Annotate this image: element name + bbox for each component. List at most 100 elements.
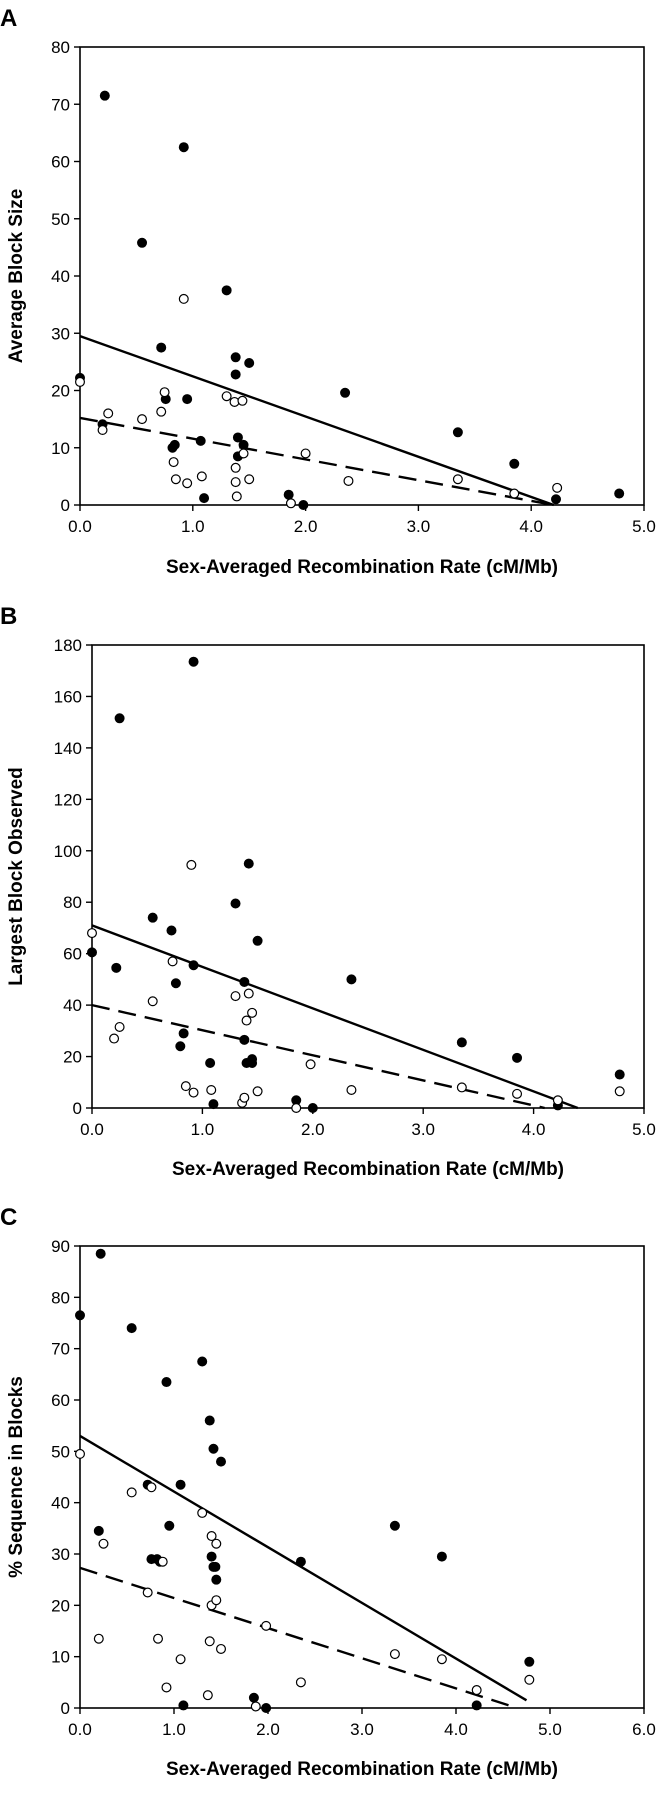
trend-line-solid xyxy=(79,334,555,507)
point-filled xyxy=(614,488,625,499)
point-open xyxy=(230,477,241,488)
point-open xyxy=(114,1021,125,1032)
x-tick-label: 5.0 xyxy=(632,1120,656,1139)
point-open xyxy=(346,1084,357,1095)
x-tick-label: 4.0 xyxy=(519,517,543,536)
point-filled xyxy=(74,1310,85,1321)
plot-frame xyxy=(91,644,645,1109)
point-open xyxy=(300,448,311,459)
y-tick-label: 40 xyxy=(63,996,82,1015)
y-tick-label: 160 xyxy=(54,687,82,706)
panel-letter-c: C xyxy=(0,1204,17,1231)
point-filled xyxy=(175,1041,186,1052)
trend-line-dashed xyxy=(79,1566,518,1710)
point-filled xyxy=(230,898,241,909)
x-tick-label: 3.0 xyxy=(407,517,431,536)
point-open xyxy=(180,1081,191,1092)
point-open xyxy=(211,1538,222,1549)
point-filled xyxy=(436,1551,447,1562)
point-open xyxy=(452,474,463,485)
point-filled xyxy=(307,1102,318,1113)
point-filled xyxy=(230,352,241,363)
point-open xyxy=(512,1088,523,1099)
y-tick-label: 60 xyxy=(63,945,82,964)
point-open xyxy=(93,1633,104,1644)
point-filled xyxy=(247,1057,258,1068)
point-filled xyxy=(452,427,463,438)
point-open xyxy=(204,1636,215,1647)
point-filled xyxy=(509,458,520,469)
y-tick-label: 80 xyxy=(51,38,70,57)
point-open xyxy=(157,1556,168,1567)
point-filled xyxy=(164,1520,175,1531)
point-open xyxy=(206,1084,217,1095)
point-open xyxy=(243,988,254,999)
y-tick-label: 20 xyxy=(51,382,70,401)
y-tick-label: 120 xyxy=(54,790,82,809)
x-tick-label: 3.0 xyxy=(411,1120,435,1139)
point-open xyxy=(182,478,193,489)
point-filled xyxy=(512,1052,523,1063)
point-filled xyxy=(551,494,562,505)
point-filled xyxy=(182,394,193,405)
point-filled xyxy=(230,369,241,380)
y-tick-label: 90 xyxy=(51,1237,70,1256)
point-filled xyxy=(208,1099,219,1110)
trend-line-solid xyxy=(79,1434,528,1702)
y-tick-label: 40 xyxy=(51,267,70,286)
point-open xyxy=(471,1685,482,1696)
point-open xyxy=(175,1654,186,1665)
y-tick-label: 80 xyxy=(51,1288,70,1307)
plot-frame xyxy=(79,1245,645,1709)
point-filled xyxy=(170,978,181,989)
y-tick-label: 0 xyxy=(61,496,70,515)
x-tick-label: 0.0 xyxy=(68,1720,92,1739)
point-open xyxy=(221,391,232,402)
point-filled xyxy=(178,142,189,153)
point-filled xyxy=(346,974,357,985)
point-open xyxy=(74,1448,85,1459)
y-tick-label: 140 xyxy=(54,739,82,758)
point-open xyxy=(343,475,354,486)
y-axis-label: Largest Block Observed xyxy=(6,767,27,986)
point-filled xyxy=(471,1700,482,1711)
point-filled xyxy=(86,947,97,958)
point-open xyxy=(196,471,207,482)
point-open xyxy=(156,406,167,417)
point-open xyxy=(509,488,520,499)
point-open xyxy=(147,996,158,1007)
y-tick-label: 60 xyxy=(51,153,70,172)
point-open xyxy=(97,425,108,436)
point-filled xyxy=(137,237,148,248)
point-open xyxy=(239,1092,250,1103)
y-axis-label: % Sequence in Blocks xyxy=(6,1376,27,1578)
point-filled xyxy=(161,1377,172,1388)
point-filled xyxy=(211,1574,222,1585)
x-tick-label: 0.0 xyxy=(68,517,92,536)
point-filled xyxy=(126,1323,137,1334)
point-open xyxy=(305,1059,316,1070)
point-filled xyxy=(238,439,249,450)
x-tick-label: 1.0 xyxy=(191,1120,215,1139)
point-open xyxy=(237,395,248,406)
y-tick-label: 180 xyxy=(54,636,82,655)
point-filled xyxy=(524,1656,535,1667)
y-tick-label: 0 xyxy=(61,1699,70,1718)
point-filled xyxy=(204,1415,215,1426)
point-filled xyxy=(456,1037,467,1048)
point-open xyxy=(197,1507,208,1518)
y-tick-label: 30 xyxy=(51,1545,70,1564)
x-tick-label: 2.0 xyxy=(294,517,318,536)
panel-b: B 0.0 1.0 2.0 3.0 4.0 5.0 0 20 40 60 80 100 120 140 16… xyxy=(0,603,656,1180)
point-filled xyxy=(261,1702,272,1713)
x-tick-label: 5.0 xyxy=(538,1720,562,1739)
y-tick-label: 20 xyxy=(63,1048,82,1067)
point-filled xyxy=(147,912,158,923)
point-open xyxy=(161,1682,172,1693)
point-filled xyxy=(156,342,167,353)
point-filled xyxy=(614,1069,625,1080)
point-filled xyxy=(95,1248,106,1259)
point-open xyxy=(103,408,114,419)
y-tick-label: 10 xyxy=(51,1648,70,1667)
